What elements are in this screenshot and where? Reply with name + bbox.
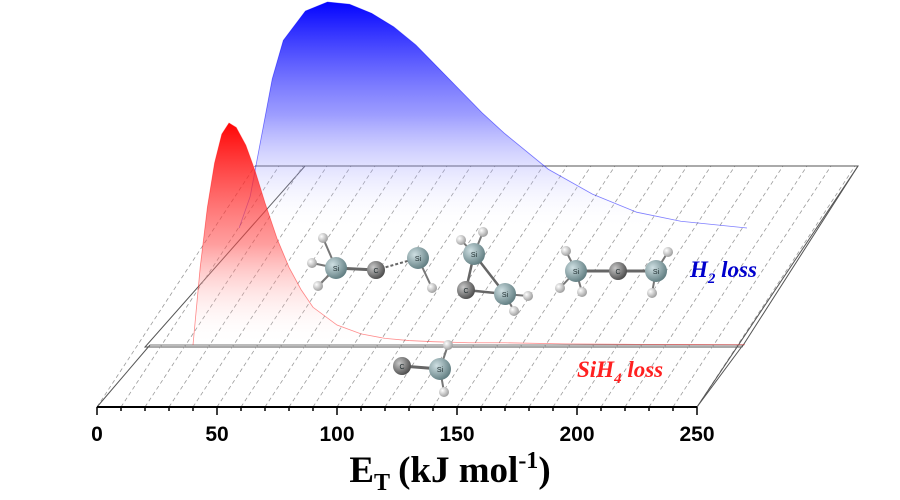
atom-label: C <box>615 269 620 276</box>
silicon-atom <box>645 260 667 282</box>
structure-sicsh2: C Si <box>393 340 453 397</box>
atom-label: Si <box>653 269 660 276</box>
atom-label: C <box>373 268 378 275</box>
legend-h2-main: H <box>689 257 709 282</box>
legend-h2-loss: H2 loss <box>689 257 757 287</box>
legend-sih4-main: SiH <box>577 357 615 382</box>
atom-label: Si <box>333 266 340 273</box>
x-axis-ticks: 0 50 100 150 200 250 <box>91 407 715 446</box>
silicon-atom <box>463 243 485 265</box>
grid-line <box>600 165 760 408</box>
legend-sih4-tail: loss <box>622 357 664 382</box>
structure-silylvinylidene: Si C Si <box>307 233 437 293</box>
h2-loss-area <box>239 2 747 228</box>
carbon-atom <box>393 357 411 375</box>
series-sih4-loss <box>192 122 746 346</box>
silicon-atom <box>325 257 347 279</box>
legend-h2-sub: 2 <box>707 271 716 287</box>
carbon-atom <box>457 281 475 299</box>
x-tick-label: 0 <box>91 423 103 446</box>
floor-left-edge <box>96 344 151 408</box>
atom-label: C <box>463 288 468 295</box>
molecule-structures: Si C Si Si C Si <box>307 227 673 397</box>
x-tick-label: 150 <box>439 423 474 446</box>
carbon-atom <box>367 261 385 279</box>
structure-cyclic: Si C Si <box>456 227 533 316</box>
x-tick-label: 250 <box>679 423 714 446</box>
carbon-atom <box>609 262 627 280</box>
h2-loss-line <box>238 1 748 229</box>
grid-line <box>552 165 712 408</box>
grid-line <box>504 165 664 408</box>
legend-h2-tail: loss <box>715 257 757 282</box>
silicon-atom <box>429 358 451 380</box>
structure-linear: Si C Si <box>555 246 673 298</box>
x-tick-label: 100 <box>319 423 354 446</box>
x-tick-label: 200 <box>559 423 594 446</box>
x-axis-title-units: (kJ mol <box>398 450 518 491</box>
silicon-atom <box>407 247 429 269</box>
atom-label: Si <box>471 252 478 259</box>
sih4-loss-line <box>192 122 746 346</box>
grid-line <box>576 165 736 408</box>
grid-line <box>528 165 688 408</box>
atom-label: C <box>399 364 404 371</box>
grid-line <box>672 165 832 408</box>
x-axis-title-exponent: -1 <box>518 448 538 474</box>
x-tick-label: 50 <box>205 423 228 446</box>
grid-line <box>696 165 856 408</box>
silicon-atom <box>565 260 587 282</box>
atom-label: Si <box>437 367 444 374</box>
x-axis-title-symbol: E <box>349 450 374 491</box>
x-axis-title-subscript: T <box>374 470 390 496</box>
x-axis-title-close: ) <box>538 450 550 491</box>
atom-label: Si <box>502 292 509 299</box>
atom-label: Si <box>415 256 422 263</box>
atom-label: Si <box>573 269 580 276</box>
sih4-loss-area <box>193 123 745 345</box>
x-axis-title: ET (kJ mol-1) <box>349 448 550 496</box>
legend-sih4-loss: SiH4 loss <box>577 357 663 387</box>
series-h2-loss <box>238 1 748 229</box>
grid-line <box>648 165 808 408</box>
silicon-atom <box>494 283 516 305</box>
grid-line <box>624 165 784 408</box>
floor-edge <box>696 165 859 408</box>
floor-front-right-edge <box>696 344 744 408</box>
legend-sih4-sub: 4 <box>613 371 622 387</box>
